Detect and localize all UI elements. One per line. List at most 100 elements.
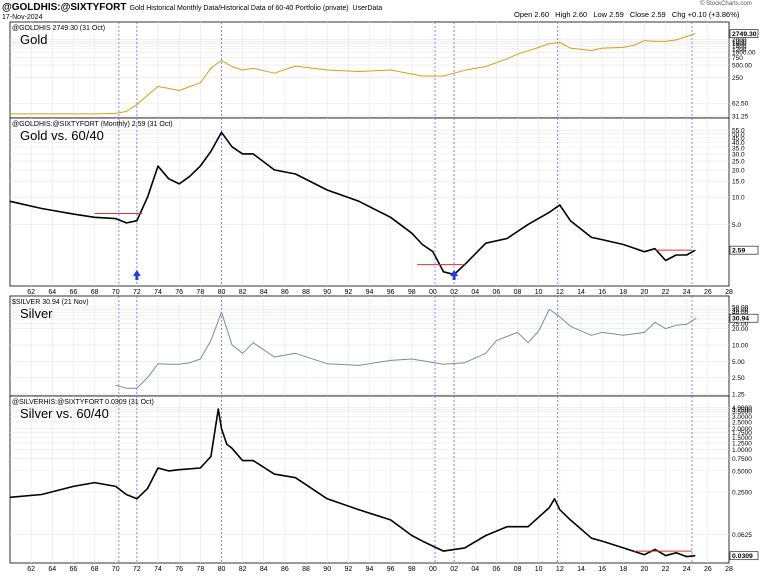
y-tick-label: 30.0 bbox=[732, 151, 745, 158]
x-tick-label: 90 bbox=[323, 566, 331, 573]
x-tick-label: 12 bbox=[556, 289, 564, 296]
y-tick-label: 500.00 bbox=[732, 62, 752, 69]
y-tick-label: 1000.00 bbox=[732, 50, 756, 57]
data-point bbox=[210, 340, 212, 341]
data-point bbox=[591, 50, 592, 51]
data-point bbox=[242, 153, 243, 155]
y-tick-label: 1.7500 bbox=[732, 430, 752, 437]
chart-source: UserData bbox=[352, 5, 383, 12]
data-point bbox=[73, 486, 74, 487]
x-tick-label: 74 bbox=[154, 566, 162, 573]
y-tick-label: 3.7500 bbox=[732, 407, 752, 414]
data-point bbox=[94, 482, 95, 483]
data-point bbox=[675, 324, 677, 326]
data-point bbox=[654, 549, 656, 550]
data-point bbox=[422, 540, 423, 542]
data-point bbox=[326, 498, 328, 500]
chart-description: Gold Historical Monthly Data/Historical … bbox=[129, 5, 349, 12]
x-tick-label: 92 bbox=[344, 289, 352, 296]
data-point bbox=[115, 385, 117, 386]
y-tick-label: 4.0000 bbox=[732, 405, 752, 412]
y-tick-label: 62.50 bbox=[732, 101, 749, 108]
data-point bbox=[517, 332, 518, 333]
data-point bbox=[506, 238, 508, 239]
panel-label: Silver bbox=[20, 306, 53, 321]
y-tick-label: 15.0 bbox=[732, 179, 745, 186]
x-tick-label: 96 bbox=[387, 566, 395, 573]
data-point bbox=[432, 251, 434, 253]
data-point bbox=[358, 201, 360, 202]
data-point bbox=[496, 340, 497, 341]
data-point bbox=[622, 47, 624, 48]
data-point bbox=[168, 178, 169, 179]
x-tick-label: 20 bbox=[641, 289, 649, 296]
data-point bbox=[591, 335, 592, 336]
x-tick-label: 66 bbox=[70, 566, 78, 573]
data-point bbox=[675, 254, 677, 256]
data-point bbox=[390, 519, 391, 521]
x-tick-label: 00 bbox=[429, 566, 437, 573]
data-point bbox=[654, 248, 656, 249]
data-point bbox=[252, 460, 254, 461]
x-tick-label: 14 bbox=[577, 566, 585, 573]
data-point bbox=[326, 363, 328, 365]
data-point bbox=[252, 342, 254, 343]
x-tick-label: 96 bbox=[387, 289, 395, 296]
y-tick-label: 1.25 bbox=[732, 392, 745, 399]
data-point bbox=[231, 447, 233, 449]
data-point bbox=[274, 473, 275, 475]
y-tick-label: 3.0000 bbox=[732, 414, 752, 421]
data-point bbox=[622, 335, 624, 336]
data-point bbox=[252, 153, 254, 155]
y-tick-label: 1400 bbox=[732, 44, 747, 51]
data-point bbox=[157, 165, 159, 167]
data-point bbox=[157, 363, 159, 365]
y-tick-label: 0.0625 bbox=[732, 532, 752, 539]
symbol-text: @GOLDHIS:@SIXTYFORT bbox=[2, 2, 127, 13]
data-point bbox=[548, 43, 550, 44]
data-point bbox=[326, 69, 328, 71]
data-point bbox=[548, 309, 550, 310]
x-tick-label: 28 bbox=[725, 566, 733, 573]
data-point bbox=[665, 260, 666, 261]
y-tick-label: 35.0 bbox=[732, 145, 745, 152]
data-point bbox=[390, 360, 391, 361]
data-point bbox=[178, 90, 180, 91]
panel-label: Gold bbox=[20, 32, 47, 47]
data-point bbox=[221, 428, 222, 429]
data-point bbox=[73, 213, 74, 215]
data-point bbox=[644, 251, 645, 253]
data-point bbox=[126, 494, 127, 495]
y-tick-label: 3.5000 bbox=[732, 409, 752, 416]
x-tick-label: 82 bbox=[239, 566, 247, 573]
data-point bbox=[242, 460, 243, 461]
x-tick-label: 94 bbox=[366, 566, 374, 573]
data-point bbox=[221, 311, 222, 313]
last-value-box bbox=[729, 313, 759, 323]
data-point bbox=[464, 69, 465, 71]
data-point bbox=[200, 82, 201, 84]
data-point bbox=[622, 244, 624, 245]
data-point bbox=[686, 323, 688, 325]
data-point bbox=[485, 353, 487, 354]
data-point bbox=[210, 151, 212, 152]
data-point bbox=[548, 507, 550, 508]
y-tick-label: 1.5000 bbox=[732, 435, 752, 442]
y-tick-label: 2.50 bbox=[732, 375, 745, 382]
series-line bbox=[10, 33, 696, 115]
data-point bbox=[242, 353, 243, 354]
x-tick-label: 84 bbox=[260, 289, 268, 296]
data-point bbox=[41, 208, 43, 209]
high-value: High 2.60 bbox=[555, 10, 588, 19]
data-point bbox=[443, 363, 444, 365]
x-tick-label: 70 bbox=[112, 566, 120, 573]
data-point bbox=[554, 498, 555, 500]
data-point bbox=[665, 328, 666, 329]
low-value: Low 2.59 bbox=[593, 10, 624, 19]
data-point bbox=[200, 358, 201, 360]
change-value: Chg +0.10 (+3.86%) bbox=[671, 10, 740, 19]
data-point bbox=[358, 509, 360, 510]
data-point bbox=[601, 332, 603, 333]
data-point bbox=[157, 86, 159, 87]
